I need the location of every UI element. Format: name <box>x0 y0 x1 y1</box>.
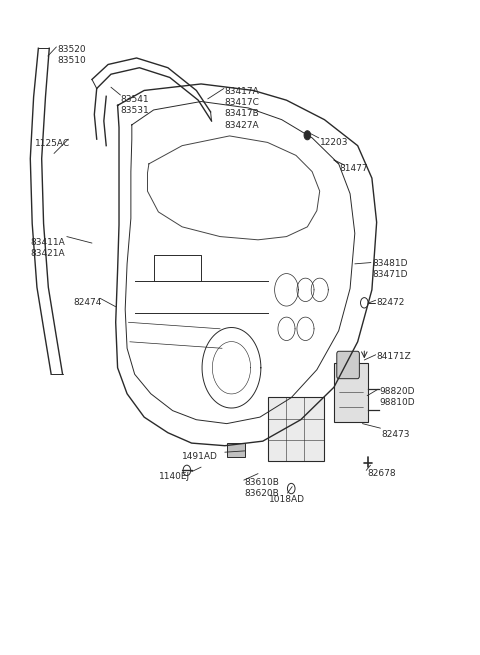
Text: 1140EJ: 1140EJ <box>159 472 191 481</box>
Text: 83520
83510: 83520 83510 <box>57 45 86 65</box>
Text: 98820D
98810D: 98820D 98810D <box>379 387 415 407</box>
Text: 12203: 12203 <box>320 138 348 147</box>
Text: 82474: 82474 <box>73 298 101 307</box>
Text: 82473: 82473 <box>382 430 410 439</box>
Bar <box>267 397 324 460</box>
Text: 1018AD: 1018AD <box>269 495 305 504</box>
Text: 83411A
83421A: 83411A 83421A <box>30 238 65 258</box>
Text: 83541
83531: 83541 83531 <box>120 95 149 115</box>
Bar <box>334 364 368 422</box>
Text: 83610B
83620B: 83610B 83620B <box>245 478 280 498</box>
Text: 82678: 82678 <box>367 469 396 478</box>
Text: 81477: 81477 <box>340 164 368 173</box>
Text: 83481D
83471D: 83481D 83471D <box>372 259 408 280</box>
Circle shape <box>304 131 311 140</box>
Text: 82472: 82472 <box>377 298 405 307</box>
Text: 83417A
83417C
83417B
83427A: 83417A 83417C 83417B 83427A <box>225 87 260 130</box>
Text: 84171Z: 84171Z <box>377 352 411 361</box>
Text: 1125AC: 1125AC <box>35 139 70 148</box>
Bar <box>227 443 245 457</box>
Text: 1491AD: 1491AD <box>182 452 218 461</box>
FancyBboxPatch shape <box>337 351 360 379</box>
